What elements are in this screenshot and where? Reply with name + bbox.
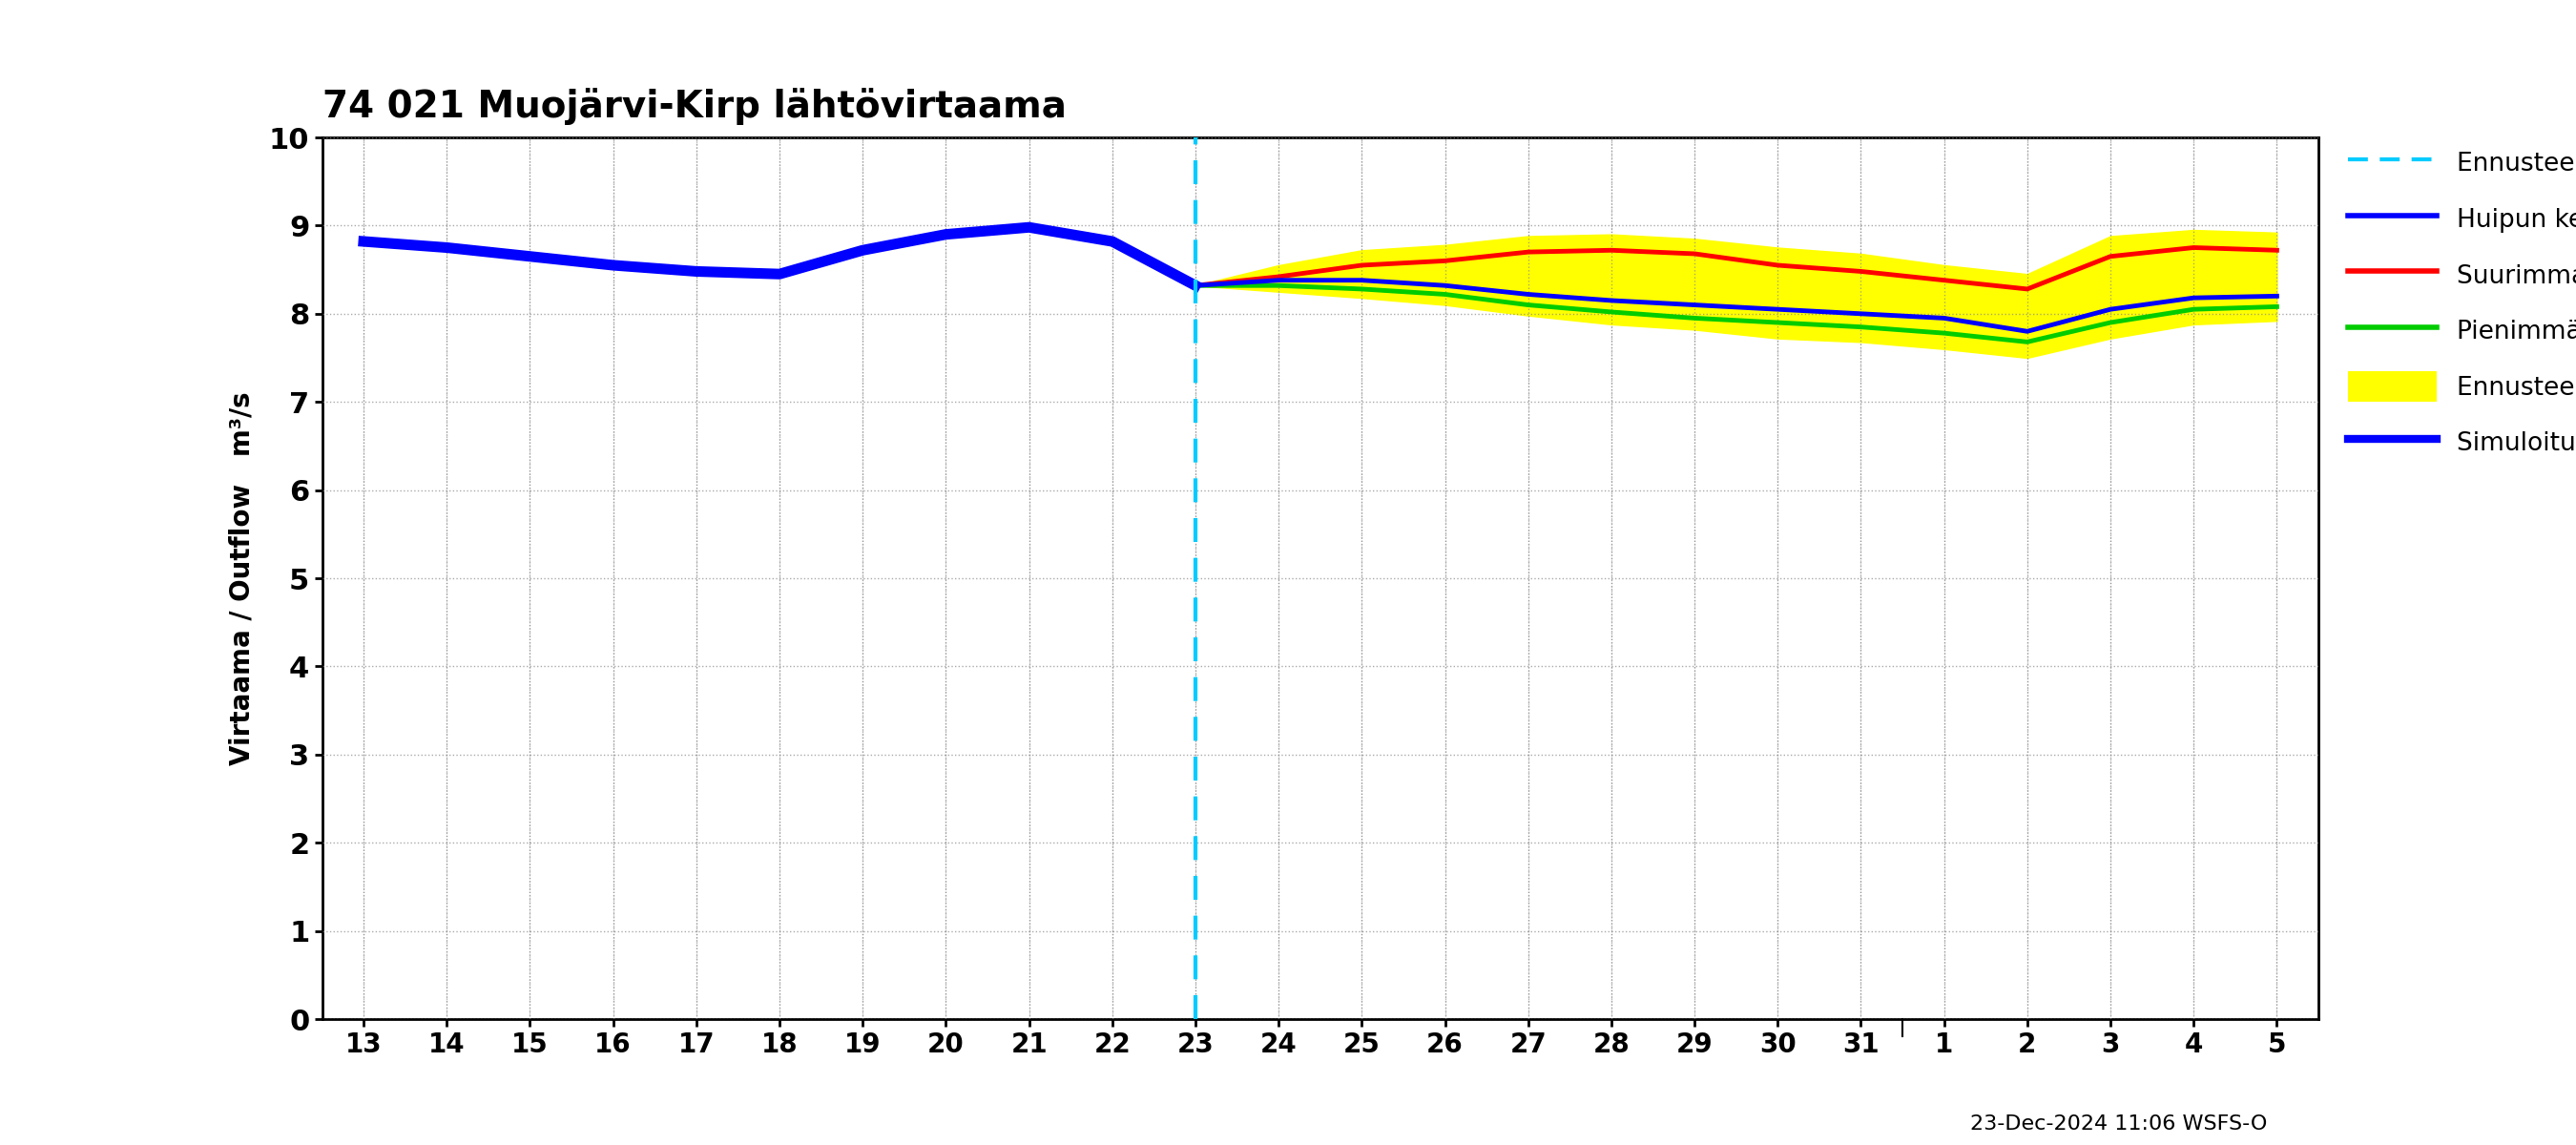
Y-axis label: Virtaama / Outflow   m³/s: Virtaama / Outflow m³/s: [229, 392, 255, 765]
Legend: Ennusteen alku, Huipun keskiennuste, Suurimmaan huipun ennuste, Pienimmän huipun: Ennusteen alku, Huipun keskiennuste, Suu…: [2339, 137, 2576, 468]
Text: 74 021 Muojärvi-Kirp lähtövirtaama: 74 021 Muojärvi-Kirp lähtövirtaama: [322, 88, 1066, 125]
Text: 23-Dec-2024 11:06 WSFS-O: 23-Dec-2024 11:06 WSFS-O: [1971, 1114, 2267, 1134]
